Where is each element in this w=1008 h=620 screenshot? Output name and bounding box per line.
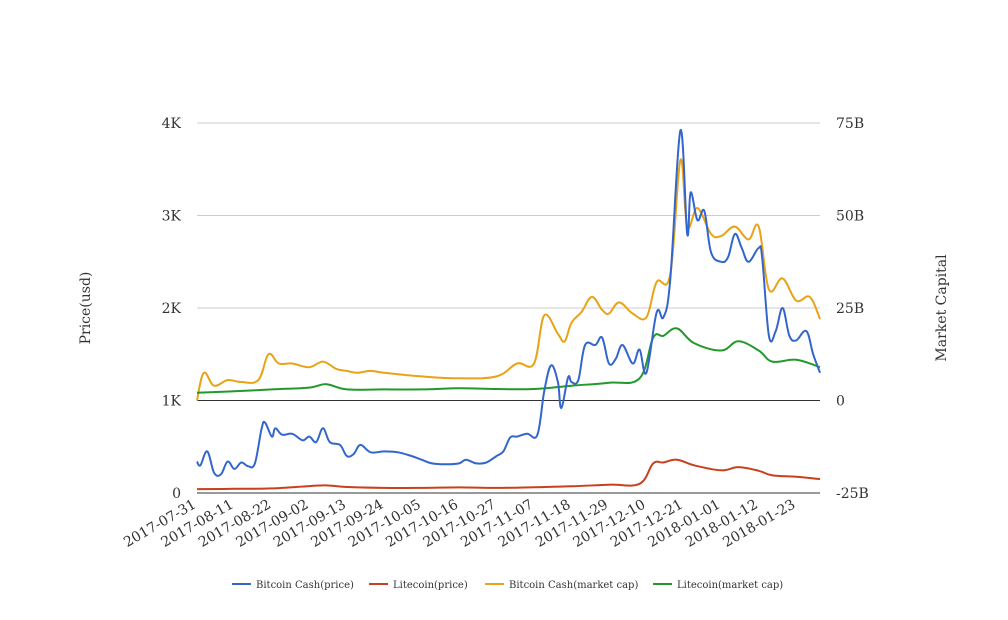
y2-tick-label: 75B: [836, 116, 864, 132]
legend-label: Litecoin(price): [393, 580, 468, 591]
series-line-bitcoin-cash-market-cap: [196, 158, 821, 401]
series-line-litecoin-market-cap: [196, 327, 821, 394]
y-tick-label: 0: [172, 486, 181, 502]
series-layer: [196, 129, 821, 491]
y2-tick-label: 25B: [836, 301, 864, 317]
grid-layer: [197, 122, 820, 494]
y-tick-label: 3K: [162, 209, 182, 225]
y-tick-label: 4K: [162, 116, 182, 132]
series-line-litecoin-price: [196, 458, 821, 491]
y2-axis-label: Market Capital: [934, 254, 950, 362]
x-tick-labels: 2017-07-312017-08-112017-08-222017-09-02…: [121, 497, 798, 551]
y-tick-labels: 0 1K 2K 3K 4K: [162, 116, 182, 502]
y-axis-label: Price(usd): [78, 272, 94, 345]
legend-label: Litecoin(market cap): [677, 580, 783, 591]
zero-line-layer: [197, 400, 820, 494]
y2-tick-label: 0: [836, 394, 845, 410]
series-line-bitcoin-cash-price: [196, 129, 821, 477]
y2-tick-label: -25B: [836, 486, 869, 502]
y2-tick-labels: -25B 0 25B 50B 75B: [836, 116, 869, 502]
y-tick-label: 1K: [162, 394, 182, 410]
y2-tick-label: 50B: [836, 209, 864, 225]
y-tick-label: 2K: [162, 301, 182, 317]
legend-label: Bitcoin Cash(market cap): [509, 580, 638, 591]
legend: Bitcoin Cash(price) Litecoin(price) Bitcoi…: [232, 580, 783, 591]
legend-label: Bitcoin Cash(price): [256, 580, 354, 591]
